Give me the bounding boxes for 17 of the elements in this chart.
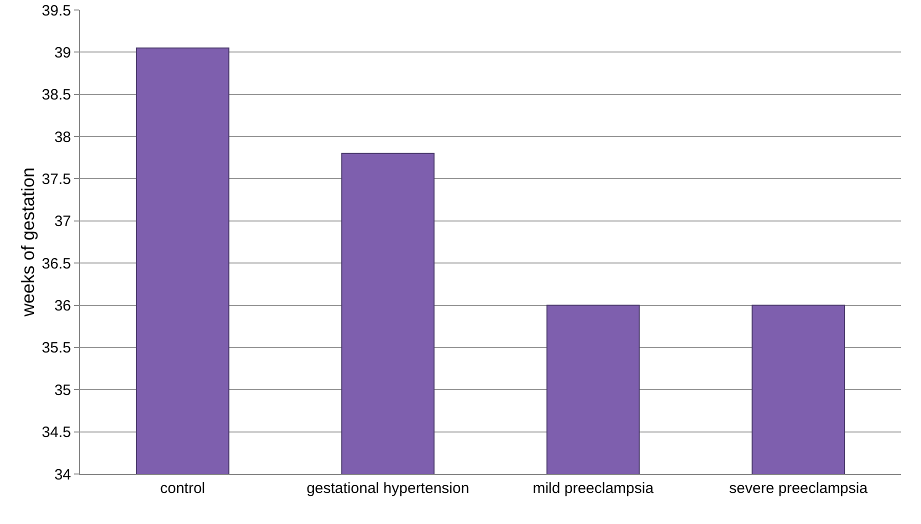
y-tick-label: 34.5	[42, 424, 71, 442]
y-tick-label: 35	[54, 382, 71, 399]
x-tick-label: gestational hypertension	[306, 480, 470, 497]
y-tick-label: 35.5	[42, 340, 71, 357]
y-tick-label: 39	[54, 44, 71, 62]
y-tick-label: 37	[54, 213, 71, 230]
y-tick-label: 36	[54, 298, 71, 315]
x-tick-label: control	[160, 480, 206, 497]
x-tick-label: mild preeclampsia	[532, 480, 654, 497]
y-tick-label: 38	[54, 128, 71, 146]
y-tick-label: 38.5	[42, 86, 71, 104]
y-tick-label: 39.5	[42, 2, 71, 20]
x-tick-label: severe preeclampsia	[729, 480, 868, 497]
y-axis-title: weeks of gestation	[18, 167, 38, 318]
y-tick-label: 37.5	[42, 170, 71, 188]
y-tick-label: 36.5	[42, 255, 71, 272]
y-tick-label: 34	[54, 466, 71, 484]
